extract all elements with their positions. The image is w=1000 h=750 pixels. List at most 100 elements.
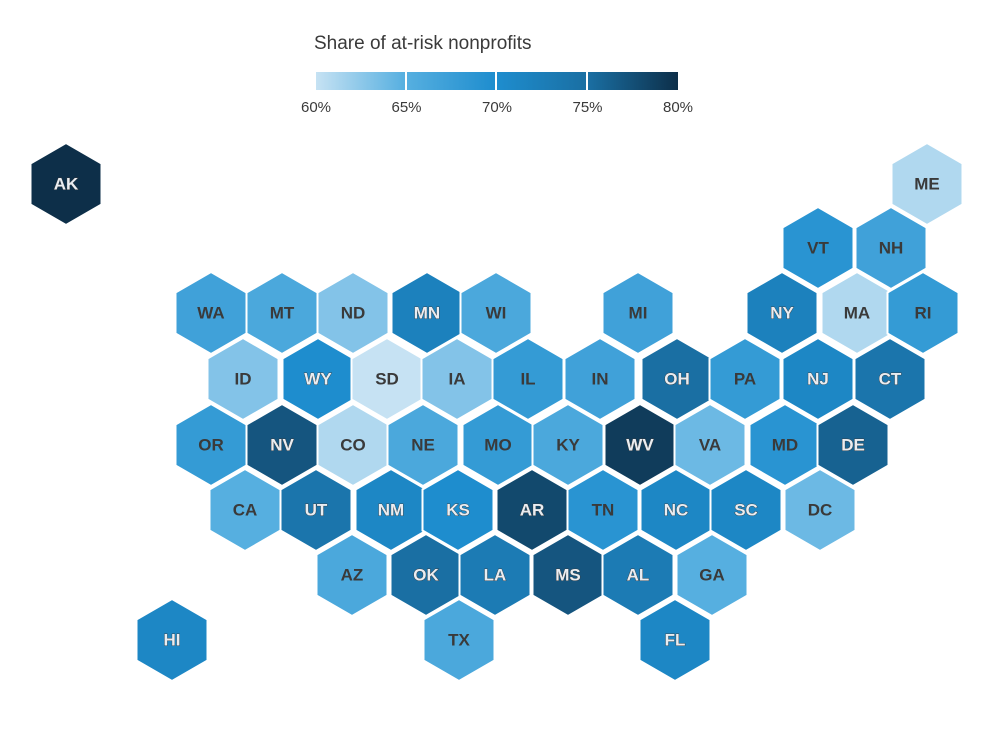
state-hex-mi[interactable]: MI (601, 270, 675, 356)
state-label: CT (879, 370, 902, 389)
state-hex-shape (421, 467, 495, 553)
state-hex-shape (566, 467, 640, 553)
state-hex-la[interactable]: LA (458, 532, 532, 618)
state-label: ID (235, 370, 252, 389)
state-hex-shape (675, 532, 749, 618)
state-hex-shape (601, 270, 675, 356)
state-hex-oh[interactable]: OH (640, 336, 714, 422)
legend-segment-60-65 (316, 72, 405, 90)
state-hex-sd[interactable]: SD (350, 336, 424, 422)
state-label: AZ (341, 566, 364, 585)
state-label: KY (556, 436, 580, 455)
state-hex-ma[interactable]: MA (820, 270, 894, 356)
state-hex-pa[interactable]: PA (708, 336, 782, 422)
state-hex-nv[interactable]: NV (245, 402, 319, 488)
state-hex-al[interactable]: AL (601, 532, 675, 618)
state-hex-wi[interactable]: WI (459, 270, 533, 356)
state-hex-shape (458, 532, 532, 618)
state-hex-shape (638, 597, 712, 683)
legend-color-bar (316, 72, 678, 90)
state-hex-sc[interactable]: SC (709, 467, 783, 553)
state-hex-nh[interactable]: NH (854, 205, 928, 291)
state-hex-ct[interactable]: CT (853, 336, 927, 422)
state-hex-ia[interactable]: IA (420, 336, 494, 422)
state-label: TN (592, 501, 615, 520)
state-hex-tx[interactable]: TX (422, 597, 496, 683)
state-label: PA (734, 370, 756, 389)
state-label: NM (378, 501, 404, 520)
state-hex-ak[interactable]: AK (29, 141, 103, 227)
state-hex-ks[interactable]: KS (421, 467, 495, 553)
state-hex-shape (29, 141, 103, 227)
legend-tick-60: 60% (300, 99, 332, 116)
state-hex-shape (783, 467, 857, 553)
state-hex-il[interactable]: IL (491, 336, 565, 422)
legend-tick-65: 65% (391, 99, 422, 116)
state-hex-ri[interactable]: RI (886, 270, 960, 356)
state-label: TX (448, 631, 470, 650)
legend-segment-75-80 (587, 72, 678, 90)
state-hex-nd[interactable]: ND (316, 270, 390, 356)
state-hex-mt[interactable]: MT (245, 270, 319, 356)
state-label: NH (879, 239, 904, 258)
state-label: MA (844, 304, 870, 323)
state-label: NE (411, 436, 435, 455)
legend-tick-75: 75% (572, 99, 603, 116)
state-hex-ut[interactable]: UT (279, 467, 353, 553)
state-label: SC (734, 501, 758, 520)
state-hex-id[interactable]: ID (206, 336, 280, 422)
state-hex-dc[interactable]: DC (783, 467, 857, 553)
state-hex-tn[interactable]: TN (566, 467, 640, 553)
state-hex-ga[interactable]: GA (675, 532, 749, 618)
state-label: MN (414, 304, 440, 323)
state-label: IN (592, 370, 609, 389)
state-hex-ny[interactable]: NY (745, 270, 819, 356)
state-hex-shape (854, 205, 928, 291)
state-label: IA (449, 370, 466, 389)
state-label: FL (665, 631, 686, 650)
state-label: WI (486, 304, 507, 323)
state-hex-ms[interactable]: MS (531, 532, 605, 618)
state-hex-co[interactable]: CO (316, 402, 390, 488)
state-hex-ne[interactable]: NE (386, 402, 460, 488)
state-hex-az[interactable]: AZ (315, 532, 389, 618)
state-hex-or[interactable]: OR (174, 402, 248, 488)
state-hex-shape (315, 532, 389, 618)
state-hex-in[interactable]: IN (563, 336, 637, 422)
state-hex-fl[interactable]: FL (638, 597, 712, 683)
state-hex-wy[interactable]: WY (281, 336, 355, 422)
state-label: NJ (807, 370, 829, 389)
state-hex-shape (781, 205, 855, 291)
state-hex-de[interactable]: DE (816, 402, 890, 488)
state-hex-hi[interactable]: HI (135, 597, 209, 683)
state-label: VA (699, 436, 721, 455)
state-label: WA (197, 304, 224, 323)
state-label: MT (270, 304, 295, 323)
state-hex-shape (386, 402, 460, 488)
legend-tick-80: 80% (662, 99, 694, 116)
state-label: CO (340, 436, 366, 455)
state-label: MS (555, 566, 581, 585)
state-hex-nm[interactable]: NM (354, 467, 428, 553)
state-label: NV (270, 436, 294, 455)
state-hex-vt[interactable]: VT (781, 205, 855, 291)
state-hex-shape (673, 402, 747, 488)
state-hex-va[interactable]: VA (673, 402, 747, 488)
legend-segment-65-70 (406, 72, 495, 90)
state-label: IL (520, 370, 535, 389)
state-hex-shape (816, 402, 890, 488)
state-hex-wv[interactable]: WV (603, 402, 677, 488)
legend-tick-70: 70% (481, 99, 513, 116)
state-label: LA (484, 566, 507, 585)
state-hex-mo[interactable]: MO (461, 402, 535, 488)
state-hex-md[interactable]: MD (748, 402, 822, 488)
state-label: DE (841, 436, 865, 455)
state-hex-mn[interactable]: MN (390, 270, 464, 356)
state-label: OR (198, 436, 224, 455)
state-hex-me[interactable]: ME (890, 141, 964, 227)
state-label: KS (446, 501, 470, 520)
state-label: VT (807, 239, 829, 258)
state-hex-shape (563, 336, 637, 422)
state-label: HI (164, 631, 181, 650)
state-hex-ok[interactable]: OK (389, 532, 463, 618)
